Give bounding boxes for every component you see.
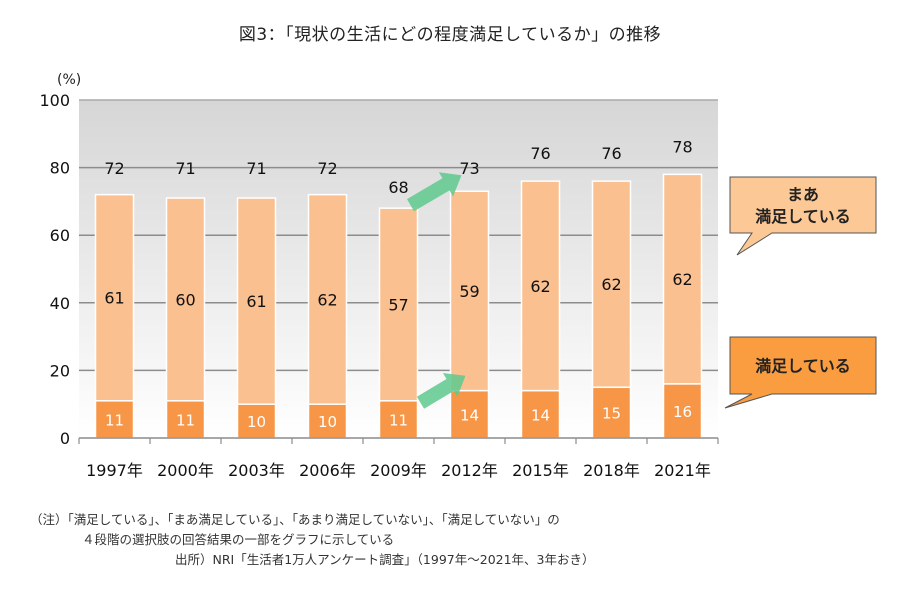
y-tick-label: 0 bbox=[60, 429, 70, 448]
data-label-mostly-satisfied: 59 bbox=[459, 282, 479, 301]
data-label-satisfied: 15 bbox=[602, 405, 621, 423]
x-tick-label: 2009年 bbox=[370, 461, 427, 480]
bar-segment-mostly-satisfied bbox=[449, 190, 490, 392]
bar-segment-satisfied bbox=[236, 403, 277, 439]
legend-satisfied-box bbox=[724, 336, 877, 409]
data-label-mostly-satisfied: 62 bbox=[672, 270, 692, 289]
data-label-total: 78 bbox=[672, 137, 692, 156]
data-label-mostly-satisfied: 60 bbox=[175, 290, 195, 309]
bar-segment-mostly-satisfied bbox=[236, 197, 277, 405]
data-label-mostly-satisfied: 61 bbox=[104, 289, 124, 308]
y-tick-label: 40 bbox=[50, 294, 70, 313]
source-note: 出所）NRI「生活者1万人アンケート調査」（1997年～2021年、3年おき） bbox=[175, 552, 595, 567]
data-label-satisfied: 10 bbox=[247, 413, 266, 431]
data-label-total: 72 bbox=[104, 159, 124, 178]
data-label-total: 76 bbox=[530, 144, 550, 163]
legend-mostly-satisfied-label: 満足している bbox=[755, 207, 851, 226]
data-label-satisfied: 11 bbox=[176, 411, 195, 429]
bar-segment-satisfied bbox=[449, 389, 490, 439]
bar-segment-mostly-satisfied bbox=[520, 180, 561, 392]
data-label-mostly-satisfied: 62 bbox=[530, 277, 550, 296]
data-label-mostly-satisfied: 61 bbox=[246, 292, 266, 311]
y-axis-unit-label: (%) bbox=[57, 72, 81, 88]
legend-mostly-satisfied-box bbox=[729, 176, 877, 256]
data-label-mostly-satisfied: 62 bbox=[317, 290, 337, 309]
data-label-total: 68 bbox=[388, 178, 408, 197]
data-label-total: 71 bbox=[175, 159, 195, 178]
x-tick-label: 2021年 bbox=[654, 461, 711, 480]
x-tick-label: 2015年 bbox=[512, 461, 569, 480]
bar-segment-mostly-satisfied bbox=[165, 197, 206, 402]
stacked-bar-chart: 0 20 40 60 80 100 (%) 11 61 72 11 60 71 10 61 71 10 62 7… bbox=[39, 72, 877, 480]
bar-segment-satisfied bbox=[165, 400, 206, 439]
x-tick-label: 1997年 bbox=[86, 461, 143, 480]
data-label-satisfied: 11 bbox=[389, 411, 408, 429]
y-tick-label: 80 bbox=[50, 159, 70, 178]
chart-title: 図3：「現状の生活にどの程度満足しているか」の推移 bbox=[238, 25, 662, 45]
y-axis: 0 20 40 60 80 100 bbox=[39, 91, 70, 448]
bars: 11 61 72 11 60 71 10 61 71 10 62 72 11 57 68 14 59 73 14 62… bbox=[94, 137, 703, 439]
x-axis: 1997年 2000年 2003年 2006年 2009年 2012年 2015年 2018年… bbox=[78, 437, 719, 480]
bar-segment-satisfied bbox=[662, 383, 703, 439]
data-label-satisfied: 10 bbox=[318, 413, 337, 431]
trend-arrow-icon bbox=[416, 373, 466, 409]
trend-arrows bbox=[407, 172, 466, 409]
bar-segment-mostly-satisfied bbox=[378, 207, 419, 402]
x-tick-label: 2003年 bbox=[228, 461, 285, 480]
x-tick-label: 2000年 bbox=[157, 461, 214, 480]
legend-satisfied-label: 満足している bbox=[755, 357, 851, 376]
x-tick-label: 2006年 bbox=[299, 461, 356, 480]
y-tick-label: 20 bbox=[50, 361, 70, 380]
bar-segment-satisfied bbox=[520, 389, 561, 439]
trend-arrow-icon bbox=[407, 172, 462, 212]
y-tick-label: 60 bbox=[50, 226, 70, 245]
y-tick-label: 100 bbox=[39, 91, 70, 110]
data-label-total: 72 bbox=[317, 159, 337, 178]
legend-mostly-satisfied-label: まあ bbox=[787, 185, 819, 204]
data-label-total: 71 bbox=[246, 159, 266, 178]
data-label-satisfied: 14 bbox=[460, 406, 479, 424]
data-label-satisfied: 16 bbox=[673, 403, 692, 421]
data-label-mostly-satisfied: 62 bbox=[601, 275, 621, 294]
data-label-total: 73 bbox=[459, 159, 479, 178]
footnote-line-1: （注）「満足している」、「まあ満足している」、「あまり満足していない」、「満足し… bbox=[30, 512, 560, 527]
footnote-line-2: ４段階の選択肢の回答結果の一部をグラフに示している bbox=[82, 532, 395, 547]
data-label-total: 76 bbox=[601, 144, 621, 163]
bar-segment-mostly-satisfied bbox=[307, 193, 348, 405]
bar-segment-satisfied bbox=[591, 386, 632, 439]
x-tick-label: 2018年 bbox=[583, 461, 640, 480]
data-label-mostly-satisfied: 57 bbox=[388, 295, 408, 314]
x-tick-label: 2012年 bbox=[441, 461, 498, 480]
data-label-satisfied: 14 bbox=[531, 406, 550, 424]
data-label-satisfied: 11 bbox=[105, 411, 124, 429]
bar-segment-satisfied bbox=[378, 400, 419, 439]
